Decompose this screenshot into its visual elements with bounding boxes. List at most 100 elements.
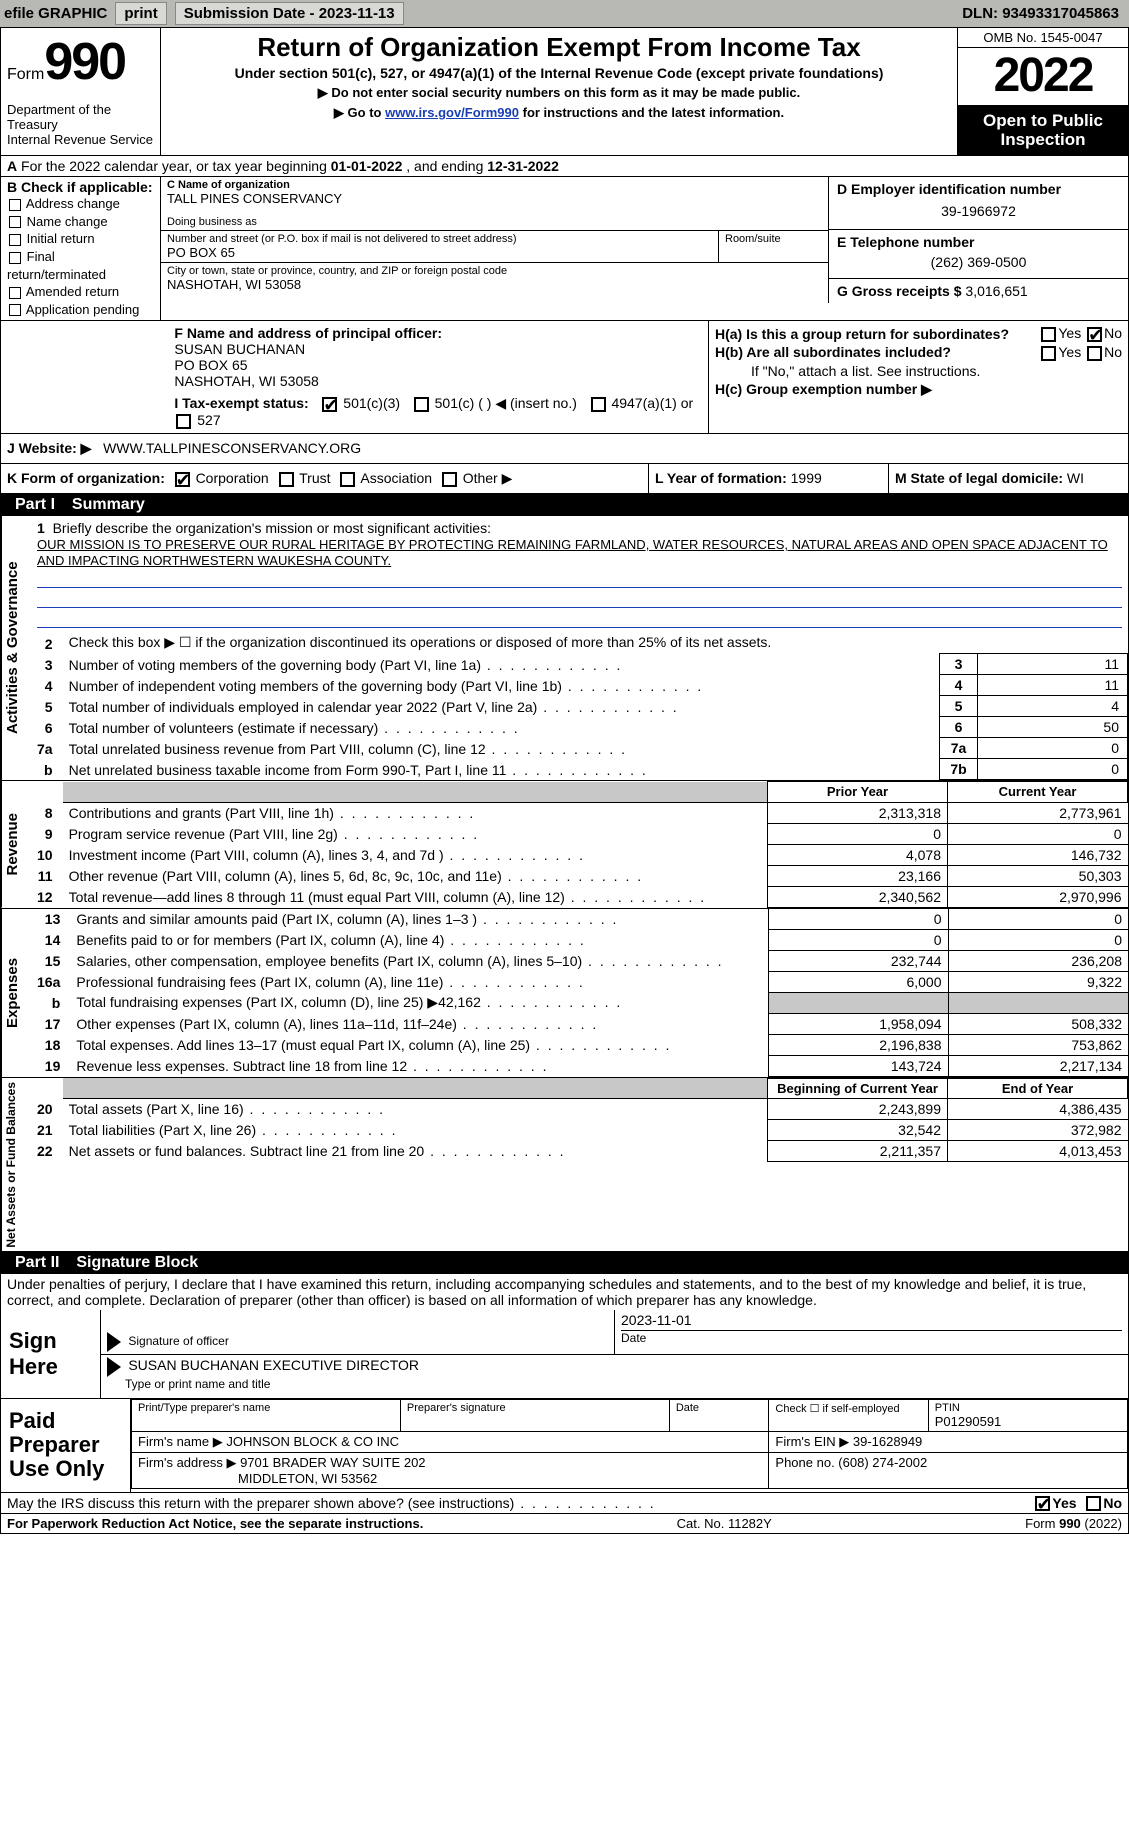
dept-irs: Internal Revenue Service xyxy=(7,132,154,147)
triangle-icon xyxy=(107,1357,121,1377)
part-1-header: Part I Summary xyxy=(0,494,1129,516)
checkbox-name-change[interactable] xyxy=(9,216,21,228)
discuss-row: May the IRS discuss this return with the… xyxy=(0,1493,1129,1515)
checkbox-4947a1[interactable] xyxy=(591,397,606,412)
omb-number: OMB No. 1545-0047 xyxy=(958,28,1128,48)
table-row: 12Total revenue—add lines 8 through 11 (… xyxy=(31,886,1128,907)
top-bar: efile GRAPHIC print Submission Date - 20… xyxy=(0,0,1129,27)
dept-treasury: Department of the Treasury xyxy=(7,102,154,132)
paid-preparer-label: Paid Preparer Use Only xyxy=(1,1399,131,1492)
section-expenses: Expenses 13Grants and similar amounts pa… xyxy=(0,909,1129,1078)
firm-name: JOHNSON BLOCK & CO INC xyxy=(226,1434,399,1449)
form-title-block: Return of Organization Exempt From Incom… xyxy=(161,28,958,155)
officer-addr2: NASHOTAH, WI 53058 xyxy=(174,373,702,389)
checkbox-initial-return[interactable] xyxy=(9,234,21,246)
expenses-table: 13Grants and similar amounts paid (Part … xyxy=(31,909,1128,1077)
form-subtitle-1: Under section 501(c), 527, or 4947(a)(1)… xyxy=(169,65,949,81)
revenue-table: Prior Year Current Year 8Contributions a… xyxy=(31,781,1128,908)
row-a-tax-year: A For the 2022 calendar year, or tax yea… xyxy=(0,156,1129,177)
vlabel-ag: Activities & Governance xyxy=(1,516,31,780)
row-klm: K Form of organization: Corporation Trus… xyxy=(0,464,1129,494)
checkbox-501c3[interactable] xyxy=(322,397,337,412)
firm-addr1: 9701 BRADER WAY SUITE 202 xyxy=(240,1455,425,1470)
vlabel-expenses: Expenses xyxy=(1,909,31,1077)
checkbox-amended-return[interactable] xyxy=(9,287,21,299)
table-row: 8Contributions and grants (Part VIII, li… xyxy=(31,802,1128,823)
checkbox-association[interactable] xyxy=(340,472,355,487)
open-to-public: Open to Public Inspection xyxy=(958,106,1128,155)
checkbox-discuss-no[interactable] xyxy=(1086,1496,1101,1511)
checkbox-hb-no[interactable] xyxy=(1087,346,1102,361)
tax-year: 2022 xyxy=(958,48,1128,106)
row-j-website: J Website: ▶ WWW.TALLPINESCONSERVANCY.OR… xyxy=(0,434,1129,464)
section-net-assets: Net Assets or Fund Balances Beginning of… xyxy=(0,1078,1129,1253)
table-row: 5Total number of individuals employed in… xyxy=(31,696,1128,717)
table-row: 9Program service revenue (Part VIII, lin… xyxy=(31,823,1128,844)
triangle-icon xyxy=(107,1332,121,1352)
officer-name: SUSAN BUCHANAN xyxy=(174,341,702,357)
firm-ein: 39-1628949 xyxy=(853,1434,922,1449)
table-row: 17Other expenses (Part IX, column (A), l… xyxy=(31,1013,1128,1034)
checkbox-501c[interactable] xyxy=(414,397,429,412)
year-formation: 1999 xyxy=(791,470,822,486)
table-row: 19Revenue less expenses. Subtract line 1… xyxy=(31,1055,1128,1076)
table-row: 4Number of independent voting members of… xyxy=(31,675,1128,696)
paid-preparer-block: Paid Preparer Use Only Print/Type prepar… xyxy=(0,1399,1129,1493)
form-header: Form990 Department of the Treasury Inter… xyxy=(0,27,1129,156)
checkbox-final-return[interactable] xyxy=(9,252,21,264)
instructions-link[interactable]: www.irs.gov/Form990 xyxy=(385,105,519,120)
table-row: 22Net assets or fund balances. Subtract … xyxy=(31,1141,1128,1162)
footer-row: For Paperwork Reduction Act Notice, see … xyxy=(0,1514,1129,1534)
col-c-org: C Name of organization TALL PINES CONSER… xyxy=(161,177,828,320)
table-row: 7aTotal unrelated business revenue from … xyxy=(31,738,1128,759)
checkbox-ha-no[interactable] xyxy=(1087,327,1102,342)
vlabel-net-assets: Net Assets or Fund Balances xyxy=(1,1078,31,1252)
dln-label: DLN: 93493317045863 xyxy=(962,5,1125,22)
checkbox-corporation[interactable] xyxy=(175,472,190,487)
checkbox-discuss-yes[interactable] xyxy=(1035,1496,1050,1511)
checkbox-other[interactable] xyxy=(442,472,457,487)
org-street: PO BOX 65 xyxy=(167,245,712,260)
checkbox-ha-yes[interactable] xyxy=(1041,327,1056,342)
fh-block: F Name and address of principal officer:… xyxy=(0,321,1129,434)
org-city: NASHOTAH, WI 53058 xyxy=(167,277,822,292)
form-year-block: OMB No. 1545-0047 2022 Open to Public In… xyxy=(958,28,1128,155)
checkbox-trust[interactable] xyxy=(279,472,294,487)
table-row: 20Total assets (Part X, line 16)2,243,89… xyxy=(31,1099,1128,1120)
form-id-block: Form990 Department of the Treasury Inter… xyxy=(1,28,161,155)
ag-lines-table: 2Check this box ▶ ☐ if the organization … xyxy=(31,632,1128,780)
paid-preparer-table: Print/Type preparer's name Preparer's si… xyxy=(131,1399,1128,1489)
table-row: 2Check this box ▶ ☐ if the organization … xyxy=(31,632,1128,654)
checkbox-527[interactable] xyxy=(176,414,191,429)
officer-addr1: PO BOX 65 xyxy=(174,357,702,373)
form-subtitle-2: Do not enter social security numbers on … xyxy=(331,85,800,100)
phone: (262) 369-0500 xyxy=(837,250,1120,274)
checkbox-hb-yes[interactable] xyxy=(1041,346,1056,361)
form-title: Return of Organization Exempt From Incom… xyxy=(169,32,949,63)
print-button[interactable]: print xyxy=(115,2,166,25)
table-row: 11Other revenue (Part VIII, column (A), … xyxy=(31,865,1128,886)
table-row: 15Salaries, other compensation, employee… xyxy=(31,950,1128,971)
part-2-header: Part II Signature Block xyxy=(0,1252,1129,1274)
form-number: 990 xyxy=(44,33,125,91)
efile-label: efile GRAPHIC xyxy=(4,5,107,22)
mission-text: OUR MISSION IS TO PRESERVE OUR RURAL HER… xyxy=(37,537,1108,568)
table-row: 3Number of voting members of the governi… xyxy=(31,654,1128,675)
sign-here-block: Sign Here Signature of officer 2023-11-0… xyxy=(0,1310,1129,1399)
table-row: 6Total number of volunteers (estimate if… xyxy=(31,717,1128,738)
submission-date-button[interactable]: Submission Date - 2023-11-13 xyxy=(175,2,404,25)
table-row: 14Benefits paid to or for members (Part … xyxy=(31,929,1128,950)
section-revenue: Revenue Prior Year Current Year 8Contrib… xyxy=(0,781,1129,909)
signer-name: SUSAN BUCHANAN EXECUTIVE DIRECTOR xyxy=(128,1357,419,1373)
table-row: 21Total liabilities (Part X, line 26)32,… xyxy=(31,1120,1128,1141)
table-row: 10Investment income (Part VIII, column (… xyxy=(31,844,1128,865)
ein: 39-1966972 xyxy=(837,197,1120,225)
net-assets-table: Beginning of Current Year End of Year 20… xyxy=(31,1078,1128,1163)
checkbox-address-change[interactable] xyxy=(9,199,21,211)
table-row: bNet unrelated business taxable income f… xyxy=(31,759,1128,780)
sign-here-label: Sign Here xyxy=(1,1310,101,1398)
col-deg: D Employer identification number 39-1966… xyxy=(828,177,1128,320)
form-prefix: Form xyxy=(7,66,44,83)
section-activities-governance: Activities & Governance 1 Briefly descri… xyxy=(0,516,1129,781)
checkbox-application-pending[interactable] xyxy=(9,304,21,316)
